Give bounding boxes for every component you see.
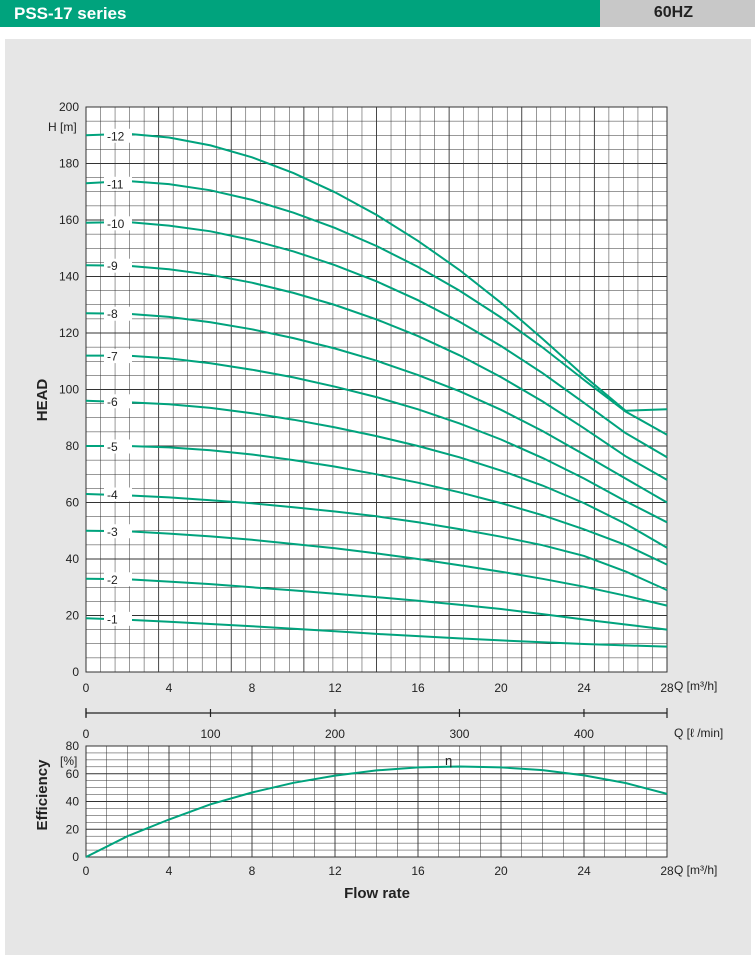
eff-x-tick-label: 20 [494,864,508,878]
stage-label: -2 [107,573,118,587]
stage-label: -7 [107,350,118,364]
eff-y-tick-label: 60 [66,767,80,781]
eff-plot-frame [85,745,668,858]
head-x-tick-label: 24 [577,681,591,695]
lpm-tick-label: 0 [83,727,90,741]
head-curve [85,617,668,648]
lpm-tick-label: 300 [449,727,469,741]
eff-x-tick-label: 8 [249,864,256,878]
stage-label-box [104,439,132,454]
head-x-tick-label: 0 [83,681,90,695]
flow-lpm-axis: 0 100 200 300 400 Q [ℓ /min] [83,708,723,741]
head-x-tick-label: 20 [494,681,508,695]
lpm-tick-label: 400 [574,727,594,741]
head-y-tick-label: 80 [66,439,80,453]
frequency-bar: 60HZ [600,0,755,27]
stage-label-box [104,128,132,143]
head-y-tick-label: 120 [59,326,79,340]
eff-y-tick-label: 80 [66,739,80,753]
head-y-axis-title: HEAD [34,379,51,422]
efficiency-curve [85,765,668,858]
eff-y-tick-label: 20 [66,822,80,836]
stage-label-box [104,394,132,409]
stage-label-box [104,349,132,364]
head-x-unit: Q [m³/h] [674,679,717,693]
efficiency-chart: 0 20 40 60 80 0 4 8 12 16 20 24 28 [%] Q [m³/h] Efficie… [34,739,717,902]
frequency-label: 60HZ [653,4,693,21]
head-y-tick-label: 20 [66,609,80,623]
head-curve [85,529,668,607]
head-y-tick-label: 160 [59,213,79,227]
head-curve [85,577,668,631]
stage-label-box [104,487,132,502]
head-curve [85,220,668,459]
stage-label: -10 [107,217,125,231]
eff-x-tick-label: 0 [83,864,90,878]
stage-label-box [104,524,132,539]
eff-y-tick-label: 0 [72,850,79,864]
eff-y-axis-title: Efficiency [34,759,51,831]
head-y-tick-label: 180 [59,157,79,171]
head-x-tick-label: 12 [328,681,342,695]
head-y-tick-label: 60 [66,496,80,510]
head-curve [85,179,668,436]
stage-label: -11 [107,177,124,191]
head-y-tick-label: 200 [59,100,79,114]
series-title-bar: PSS-17 series [0,0,600,27]
head-x-tick-label: 16 [411,681,425,695]
stage-label: -3 [107,525,118,539]
flow-rate-axis-title: Flow rate [344,885,410,902]
head-curve [85,264,668,481]
stage-label-box [104,306,132,321]
eff-x-tick-label: 12 [328,864,342,878]
stage-label: -9 [107,259,118,273]
head-x-tick-label: 4 [166,681,173,695]
eff-x-tick-label: 4 [166,864,173,878]
head-curve [85,132,668,412]
head-chart: 0 20 40 60 80 100 120 140 160 180 200 0 4 8 12 16 20 24 28… [34,100,717,695]
head-y-tick-label: 140 [59,270,79,284]
head-curve [86,445,668,566]
stage-label-box [104,611,132,626]
head-x-tick-label: 8 [249,681,256,695]
stage-label: -5 [107,440,118,454]
head-curve [85,312,668,504]
head-y-tick-label: 40 [66,552,80,566]
stage-label: -4 [107,488,118,502]
eff-x-tick-label: 28 [660,864,674,878]
lpm-tick-label: 200 [325,727,345,741]
head-curve [85,493,668,592]
lpm-axis-unit: Q [ℓ /min] [674,726,723,740]
head-curve [85,399,668,549]
stage-label: -6 [107,395,118,409]
head-plot-frame [85,106,668,673]
series-title: PSS-17 series [14,4,127,23]
stage-label: -12 [107,129,125,143]
head-y-tick-label: 100 [59,383,79,397]
head-y-unit: H [m] [48,120,77,134]
eff-x-unit: Q [m³/h] [674,863,717,877]
stage-label-box [104,572,132,587]
stage-label-box [104,176,132,191]
head-curve [86,354,668,524]
stage-label: -1 [107,612,118,626]
head-x-tick-label: 28 [660,681,674,695]
eff-x-tick-label: 16 [411,864,425,878]
head-y-tick-label: 0 [72,665,79,679]
stage-label-box [104,216,132,231]
stage-label-box [104,258,132,273]
efficiency-series-label: η [445,753,452,768]
stage-label: -8 [107,307,118,321]
eff-y-unit: [%] [60,754,77,768]
eff-y-tick-label: 40 [66,795,80,809]
eff-x-tick-label: 24 [577,864,591,878]
lpm-tick-label: 100 [200,727,220,741]
